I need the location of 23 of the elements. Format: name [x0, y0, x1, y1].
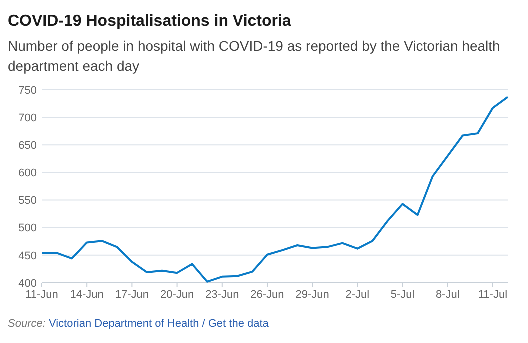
y-tick-label: 750	[18, 84, 37, 97]
y-tick-label: 600	[18, 168, 37, 180]
x-tick-label: 23-Jun	[206, 289, 240, 301]
y-tick-label: 650	[18, 140, 37, 152]
x-tick-label: 17-Jun	[115, 289, 150, 301]
x-tick-label: 29-Jun	[296, 289, 330, 301]
x-tick-label: 14-Jun	[70, 289, 104, 301]
y-tick-label: 550	[18, 195, 37, 208]
x-tick-label: 20-Jun	[160, 289, 194, 301]
x-tick-label: 8-Jul	[436, 289, 460, 301]
y-tick-label: 450	[18, 250, 37, 262]
x-tick-label: 26-Jun	[250, 289, 284, 301]
y-tick-label: 700	[18, 112, 37, 124]
y-tick-label: 400	[18, 278, 37, 290]
text: Victorian Department of Health / Get the data	[46, 318, 270, 330]
x-tick-label: 2-Jul	[346, 289, 370, 301]
x-tick-label: 5-Jul	[390, 289, 415, 301]
chart-title: COVID-19 Hospitalisations in Victoria	[8, 13, 292, 30]
source-note: Source:	[8, 318, 46, 330]
y-tick-label: 500	[18, 222, 37, 235]
chart-subtitle: Number of people in hospital with COVID-19 as reported by the Victorian health department each day	[8, 37, 502, 76]
x-tick-label: 11-Jun	[26, 289, 58, 301]
x-tick-label: 11-Jul	[478, 289, 508, 301]
